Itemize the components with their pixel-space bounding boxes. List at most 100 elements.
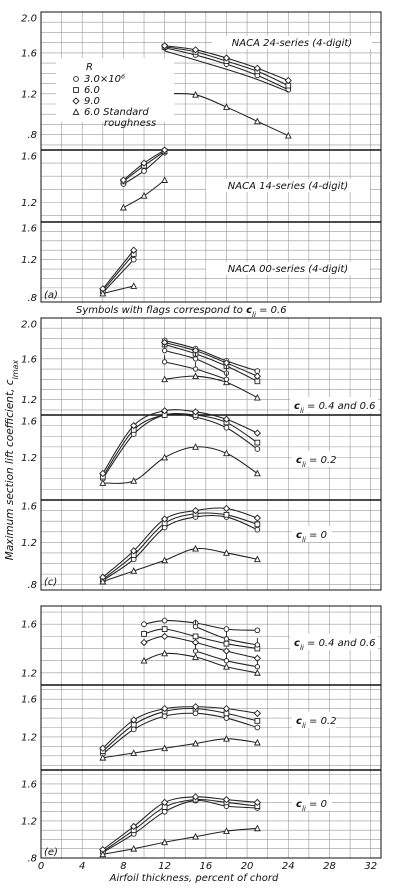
subplot-title-c-cli-04-06: cli = 0.4 and 0.6: [294, 401, 376, 415]
y-tick-label: 1.2: [21, 198, 37, 209]
data-point: [253, 738, 261, 746]
panel-e-frame: [40, 605, 382, 859]
series-line: [164, 341, 258, 377]
x-axis-label: Airfoil thickness, percent of chord: [109, 873, 279, 884]
data-point: [253, 514, 262, 522]
data-point: [119, 203, 127, 211]
data-point: [254, 659, 261, 670]
series-line: [164, 339, 258, 372]
y-tick-label: 2.0: [21, 14, 37, 25]
subplot-title-c-cli-0: cli = 0: [296, 530, 327, 544]
data-point: [161, 838, 169, 846]
y-tick-label: 1.6: [21, 502, 37, 513]
legend-marker-triangle: [72, 108, 80, 115]
data-point: [161, 713, 168, 720]
series-line: [164, 375, 258, 399]
y-tick-label: .8: [27, 580, 37, 591]
data-point: [223, 827, 230, 834]
series-line: [102, 409, 258, 474]
panel-letter-c: (c): [44, 577, 57, 588]
data-point: [130, 246, 138, 254]
y-tick-label: 1.2: [21, 538, 37, 549]
label-bg-c2: [292, 451, 336, 467]
data-point: [254, 439, 261, 446]
data-point: [161, 176, 169, 183]
y-tick-label: 1.2: [21, 453, 37, 464]
data-point: [99, 577, 107, 585]
data-point: [223, 372, 230, 382]
data-point: [284, 131, 292, 139]
data-point: [192, 832, 199, 840]
data-point: [192, 643, 199, 654]
x-tick-label: 24: [282, 861, 295, 872]
subplot-title-c-cli-02: cli = 0.2: [296, 455, 336, 469]
data-point: [253, 798, 262, 807]
data-point: [161, 617, 168, 624]
data-point: [99, 479, 107, 486]
flag-marker-symbol: [223, 376, 230, 382]
legend-markers: [72, 76, 80, 115]
data-point: [192, 544, 199, 552]
data-point: [130, 256, 137, 263]
data-point: [161, 808, 168, 815]
data-point: [140, 192, 148, 199]
flag-marker-symbol: [192, 624, 199, 630]
flag-marker-symbol: [192, 366, 199, 372]
data-point: [222, 54, 231, 62]
data-point: [253, 669, 261, 676]
series-line: [102, 708, 258, 752]
legend: R 3.0×10⁶ 6.0 9.0 6.0 Standard roughness: [56, 58, 174, 129]
data-point: [160, 632, 169, 641]
y-tick-label: 1.6: [21, 224, 37, 235]
data-point: [141, 168, 147, 174]
data-point: [223, 653, 230, 664]
series-line: [143, 628, 258, 650]
data-point: [253, 824, 261, 832]
flag-note: Symbols with flags correspond to cli = 0…: [76, 305, 287, 319]
y-tick-label: 1.2: [21, 816, 37, 827]
x-tick-label: 32: [364, 861, 377, 872]
data-point: [119, 176, 128, 184]
y-tick-label: .8: [27, 130, 37, 141]
legend-header: R: [86, 62, 93, 73]
data-point: [130, 844, 138, 852]
flag-marker-symbol: [254, 664, 261, 670]
data-point: [130, 716, 138, 724]
data-point: [99, 753, 107, 761]
data-point: [192, 653, 199, 660]
data-point: [191, 46, 200, 54]
series-line: [102, 712, 258, 755]
data-point: [140, 638, 148, 647]
data-point: [160, 42, 169, 50]
data-point: [192, 351, 199, 362]
y-tick-label: 1.6: [21, 620, 37, 631]
data-point: [223, 735, 230, 742]
legend-marker-circle: [73, 76, 79, 82]
data-point: [253, 117, 261, 125]
data-point: [223, 449, 230, 457]
subplot-title-naca-00: NACA 00-series (4-digit): [228, 264, 348, 275]
data-point: [253, 555, 261, 563]
data-point: [130, 477, 138, 484]
data-point: [222, 647, 231, 655]
data-point: [191, 506, 200, 515]
panel-letter-e: (e): [44, 847, 58, 858]
curves: [99, 42, 292, 858]
data-point: [130, 421, 138, 430]
y-axis-label: Maximum section lift coefficient, clmax: [4, 360, 20, 561]
data-point: [140, 656, 148, 664]
data-point: [161, 343, 168, 354]
legend-entry-2: 6.0: [84, 85, 100, 96]
data-point: [192, 619, 199, 630]
label-bg-24: [212, 36, 372, 49]
x-tick-label: 28: [323, 861, 336, 872]
data-point: [192, 633, 199, 640]
data-point: [223, 626, 230, 632]
data-point: [161, 375, 169, 383]
flag-marker-symbol: [192, 648, 199, 654]
y-tick-label: .8: [27, 293, 37, 304]
data-point: [160, 146, 169, 154]
data-point: [191, 408, 200, 416]
data-point: [254, 521, 261, 528]
data-point: [130, 822, 138, 831]
